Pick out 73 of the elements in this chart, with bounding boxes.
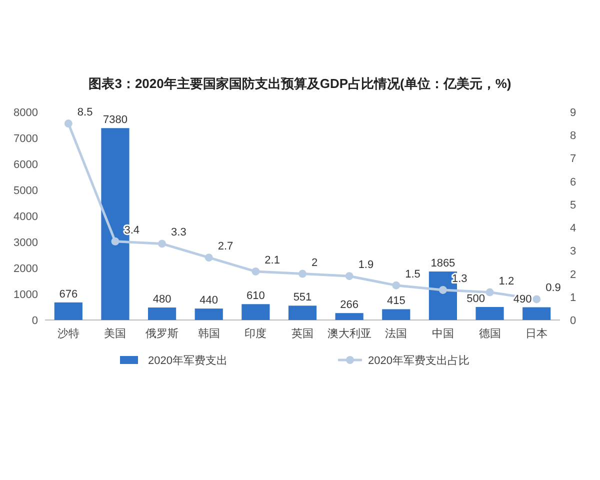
data-label: 8.5 [77, 106, 93, 119]
data-label: 1865 [430, 258, 456, 270]
point [158, 240, 166, 248]
data-label: 0.9 [546, 282, 561, 294]
bar [242, 304, 270, 320]
point [438, 286, 447, 294]
data-label: 480 [152, 294, 172, 306]
x-tick-label: 韩国 [198, 327, 220, 340]
y2-tick-label: 5 [570, 199, 576, 212]
y-tick-label: 7000 [14, 133, 38, 145]
data-label: 676 [59, 288, 78, 300]
x-tick-label: 澳大利亚 [327, 327, 372, 340]
bar [335, 313, 364, 320]
data-label: 1.2 [498, 275, 514, 288]
y-tick-label: 3000 [14, 237, 38, 249]
x-tick-label: 印度 [244, 327, 267, 340]
data-label: 1.5 [405, 268, 420, 280]
bar [148, 308, 176, 320]
y-tick-label: 5000 [14, 185, 38, 197]
x-tick-label: 俄罗斯 [146, 327, 179, 340]
y2-tick-label: 1 [570, 292, 576, 304]
x-tick-label: 中国 [432, 327, 454, 340]
data-label: 3.3 [171, 226, 186, 239]
y2-tick-label: 3 [570, 246, 576, 258]
bar [522, 307, 551, 320]
y-tick-label: 0 [32, 315, 38, 327]
bar [194, 308, 223, 320]
y2-tick-label: 2 [570, 268, 576, 281]
data-label: 1.9 [358, 259, 374, 272]
point [64, 120, 72, 128]
bar [382, 309, 410, 320]
x-tick-label: 日本 [526, 327, 548, 340]
bar [54, 302, 82, 320]
bar [288, 306, 317, 320]
data-label: 2 [312, 256, 318, 269]
legend-label: 2020年军费支出 [148, 354, 228, 367]
legend-label: 2020年军费支出占比 [368, 354, 470, 367]
point [204, 254, 213, 262]
x-tick-label: 沙特 [57, 327, 80, 340]
y-tick-label: 2000 [14, 263, 38, 275]
y2-tick-label: 9 [570, 107, 576, 119]
y2-tick-label: 4 [570, 222, 576, 235]
point [298, 270, 306, 278]
x-tick-label: 美国 [104, 327, 126, 340]
data-label: 440 [200, 294, 218, 307]
x-tick-label: 法国 [385, 327, 408, 340]
data-label: 500 [466, 293, 485, 305]
data-label: 2.1 [264, 254, 280, 266]
data-label: 415 [386, 295, 406, 308]
data-label: 266 [340, 299, 358, 312]
y2-tick-label: 7 [570, 153, 576, 166]
data-label: 551 [293, 292, 312, 304]
point [345, 272, 354, 280]
point [392, 281, 400, 290]
data-label: 7380 [102, 114, 128, 126]
y-tick-label: 8000 [14, 107, 38, 119]
bar [476, 307, 504, 320]
y-tick-label: 1000 [14, 289, 38, 301]
point [252, 267, 260, 276]
y2-tick-label: 0 [570, 315, 576, 327]
y2-tick-label: 8 [570, 130, 576, 142]
x-tick-label: 英国 [292, 327, 314, 340]
data-label: 610 [246, 290, 265, 302]
data-label: 2.7 [218, 240, 234, 253]
y-tick-label: 6000 [14, 159, 38, 171]
data-label: 490 [513, 293, 532, 306]
point [486, 288, 494, 296]
point [532, 295, 541, 304]
x-tick-label: 德国 [478, 328, 501, 340]
y2-tick-label: 6 [570, 176, 576, 188]
y-tick-label: 4000 [14, 211, 38, 223]
chart-title: 图表3：2020年主要国家国防支出预算及GDP占比情况(单位：亿美元，%) [88, 76, 512, 91]
point [111, 237, 120, 246]
